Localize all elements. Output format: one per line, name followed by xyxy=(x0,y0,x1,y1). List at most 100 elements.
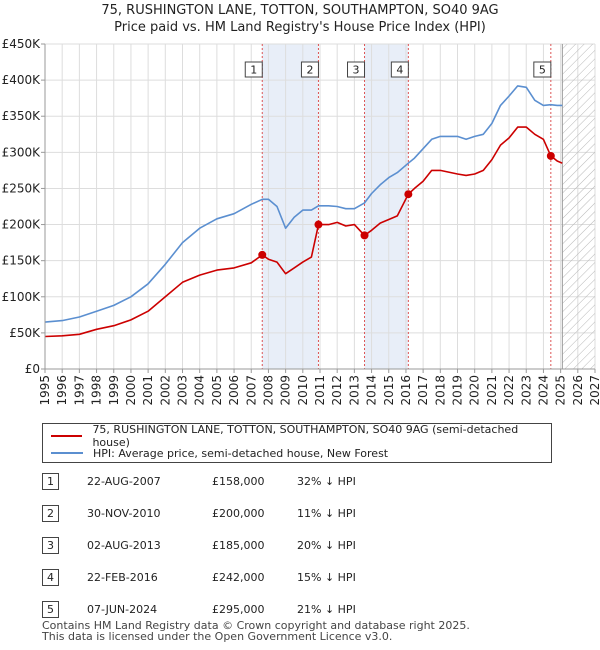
x-tick-label: 2005 xyxy=(210,375,224,406)
x-tick-label: 2013 xyxy=(347,375,361,406)
y-tick-label: £0 xyxy=(25,362,40,376)
legend-item-hpi: HPI: Average price, semi-detached house,… xyxy=(51,445,388,461)
footer-line-2: This data is licensed under the Open Gov… xyxy=(42,630,393,643)
transaction-date: 02-AUG-2013 xyxy=(87,539,161,552)
y-tick-label: £350K xyxy=(2,109,42,123)
legend-item-property: 75, RUSHINGTON LANE, TOTTON, SOUTHAMPTON… xyxy=(51,423,551,449)
y-tick-label: £50K xyxy=(9,326,41,340)
sale-points xyxy=(258,151,555,259)
x-tick-label: 2012 xyxy=(330,375,344,406)
sale-label-box xyxy=(390,61,409,78)
transaction-number: 4 xyxy=(42,569,59,586)
x-tick-label: 2008 xyxy=(261,375,275,406)
title-line-2: Price paid vs. HM Land Registry's House … xyxy=(114,20,486,35)
transaction-hpi: 21% ↓ HPI xyxy=(297,603,356,616)
x-tick-label: 2016 xyxy=(399,375,413,406)
sale-point xyxy=(258,250,267,259)
footer-line-1: Contains HM Land Registry data © Crown c… xyxy=(42,619,470,632)
y-tick-label: £250K xyxy=(2,181,42,195)
x-tick-label: 1999 xyxy=(107,375,121,406)
title-line-1: 75, RUSHINGTON LANE, TOTTON, SOUTHAMPTON… xyxy=(101,3,499,18)
price-chart: 1 2 3 4 5 £0 £50K £100K £150K £200K £250K £300K £35… xyxy=(2,37,600,406)
transaction-number: 3 xyxy=(42,537,59,554)
x-tick-label: 2001 xyxy=(141,375,155,406)
shaded-period xyxy=(262,44,319,369)
legend-swatch-property xyxy=(51,435,83,437)
x-tick-label: 2004 xyxy=(193,375,207,406)
transaction-number: 2 xyxy=(42,505,59,522)
x-tick-label: 2027 xyxy=(588,375,600,406)
table-row: 1 22-AUG-2007 £158,000 32% ↓ HPI xyxy=(42,472,402,492)
legend-swatch-hpi xyxy=(51,452,83,454)
future-hatch xyxy=(561,44,595,369)
transaction-date: 22-AUG-2007 xyxy=(87,475,161,488)
x-tick-label: 2002 xyxy=(158,375,172,406)
x-tick-label: 1997 xyxy=(72,375,86,406)
sale-point xyxy=(314,220,323,229)
chart-title: 75, RUSHINGTON LANE, TOTTON, SOUTHAMPTON… xyxy=(0,2,600,36)
transaction-price: £200,000 xyxy=(212,507,265,520)
x-tick-label: 1995 xyxy=(38,375,52,406)
x-tick-label: 2015 xyxy=(382,375,396,406)
legend: 75, RUSHINGTON LANE, TOTTON, SOUTHAMPTON… xyxy=(42,423,552,463)
series-line-property xyxy=(45,126,563,338)
table-row: 3 02-AUG-2013 £185,000 20% ↓ HPI xyxy=(42,536,402,556)
series-line-hpi xyxy=(45,85,563,323)
x-tick-label: 2023 xyxy=(519,375,533,406)
y-tick-label: £100K xyxy=(2,290,42,304)
x-tick-label: 2020 xyxy=(468,375,482,406)
x-tick-label: 2014 xyxy=(365,375,379,406)
x-tick-label: 2018 xyxy=(433,375,447,406)
footer-attribution: Contains HM Land Registry data © Crown c… xyxy=(42,620,470,642)
table-row: 5 07-JUN-2024 £295,000 21% ↓ HPI xyxy=(42,600,402,620)
y-tick-label: £450K xyxy=(2,37,42,51)
transaction-date: 22-FEB-2016 xyxy=(87,571,158,584)
sale-label-box xyxy=(300,61,319,78)
x-tick-label: 2003 xyxy=(176,375,190,406)
sale-label-text: 5 xyxy=(539,64,546,77)
sale-label-text: 4 xyxy=(396,64,403,77)
x-tick-label: 2011 xyxy=(313,375,327,406)
transaction-price: £185,000 xyxy=(212,539,265,552)
sale-label-box xyxy=(244,61,263,78)
future-hatch-area xyxy=(562,44,595,369)
transaction-hpi: 15% ↓ HPI xyxy=(297,571,356,584)
x-tick-label: 2021 xyxy=(485,375,499,406)
y-tick-label: £400K xyxy=(2,73,42,87)
transaction-hpi: 32% ↓ HPI xyxy=(297,475,356,488)
x-tick-label: 1998 xyxy=(90,375,104,406)
x-tick-label: 2026 xyxy=(571,375,585,406)
x-tick-label: 2017 xyxy=(416,375,430,406)
transaction-hpi: 11% ↓ HPI xyxy=(297,507,356,520)
legend-label-hpi: HPI: Average price, semi-detached house,… xyxy=(93,446,389,460)
y-tick-label: £300K xyxy=(2,145,42,159)
transaction-price: £295,000 xyxy=(212,603,265,616)
x-tick-label: 2006 xyxy=(227,375,241,406)
sale-label-box xyxy=(347,61,366,78)
y-tick-label: £200K xyxy=(2,218,42,232)
sale-labels: 1 2 3 4 5 xyxy=(244,61,552,78)
sale-label-text: 2 xyxy=(306,64,313,77)
sale-label-text: 3 xyxy=(353,64,360,77)
sale-point xyxy=(360,231,369,240)
x-tick-label: 2024 xyxy=(536,375,550,406)
sale-point xyxy=(404,190,413,199)
sale-label-text: 1 xyxy=(250,64,257,77)
x-tick-label: 2019 xyxy=(451,375,465,406)
series-lines xyxy=(45,85,563,338)
transaction-number: 1 xyxy=(42,473,59,490)
transaction-date: 07-JUN-2024 xyxy=(87,603,158,616)
x-tick-label: 2009 xyxy=(279,375,293,406)
transaction-hpi: 20% ↓ HPI xyxy=(297,539,356,552)
x-tick-label: 2022 xyxy=(502,375,516,406)
table-row: 2 30-NOV-2010 £200,000 11% ↓ HPI xyxy=(42,504,402,524)
x-tick-label: 2010 xyxy=(296,375,310,406)
transaction-price: £242,000 xyxy=(212,571,265,584)
sale-label-box xyxy=(533,61,552,78)
transaction-number: 5 xyxy=(42,601,59,618)
table-row: 4 22-FEB-2016 £242,000 15% ↓ HPI xyxy=(42,568,402,588)
x-tick-label: 1996 xyxy=(55,375,69,406)
sale-point xyxy=(546,151,555,160)
axes: £0 £50K £100K £150K £200K £250K £300K £350K £400… xyxy=(2,37,600,406)
x-tick-label: 2000 xyxy=(124,375,138,406)
